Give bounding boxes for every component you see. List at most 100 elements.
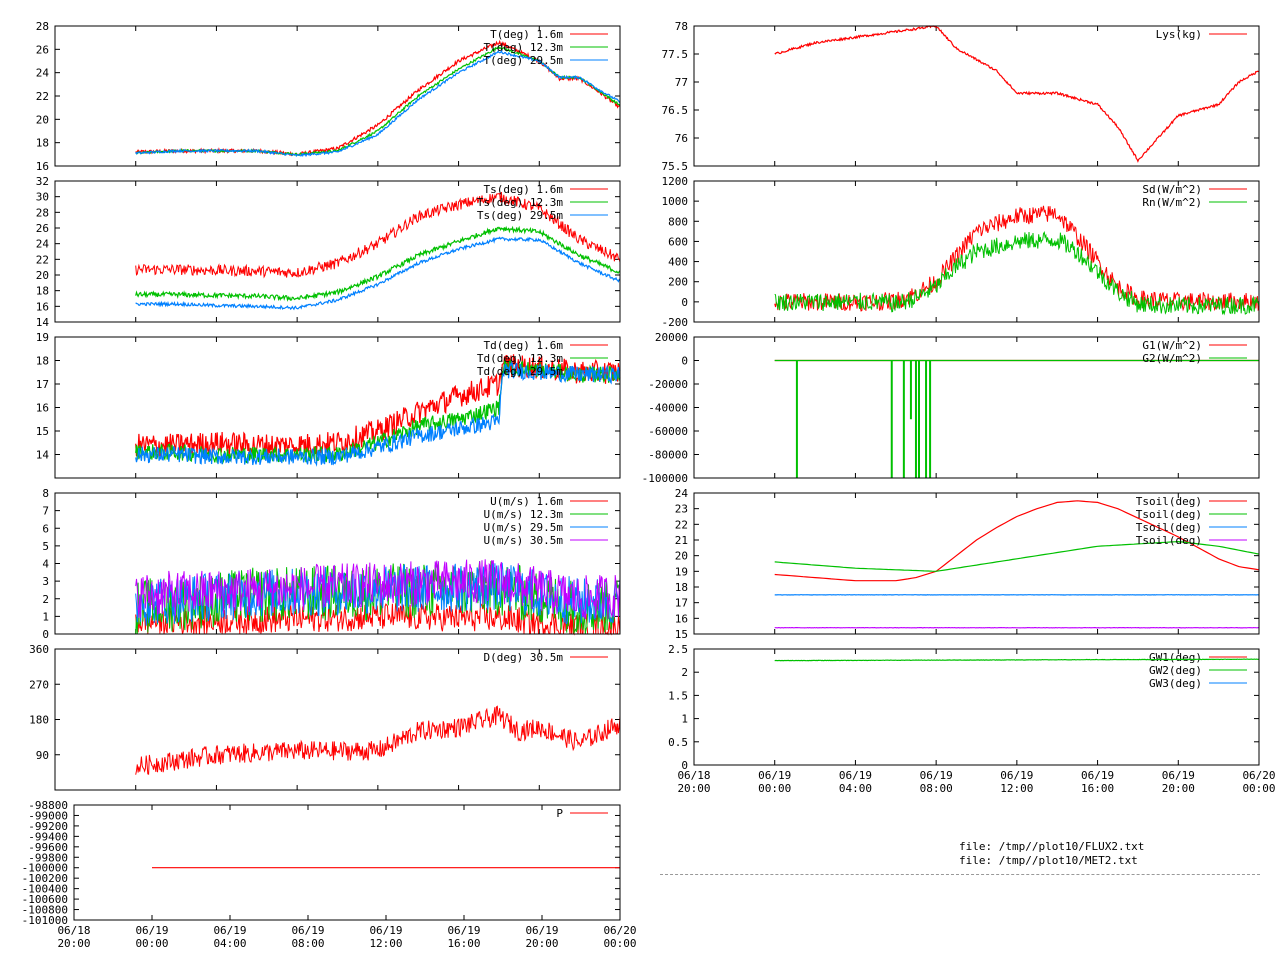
ytick-label: -80000 <box>648 449 688 462</box>
ytick-label: 270 <box>29 678 49 691</box>
xtick-label-time: 20:00 <box>525 937 558 950</box>
file-line-met: file: /tmp//plot10/MET2.txt <box>959 854 1138 867</box>
panel-soil-temperature: 15161718192021222324Tsoil(deg)Tsoil(deg)… <box>675 487 1260 641</box>
ytick-label: 20 <box>36 113 49 126</box>
ytick-label: 400 <box>668 256 688 269</box>
legend-label: T(deg) 29.5m <box>484 54 564 67</box>
ytick-label: -40000 <box>648 402 688 415</box>
xtick-label-time: 04:00 <box>839 782 872 795</box>
plot-frame <box>54 336 621 479</box>
ytick-label: 22 <box>675 518 688 531</box>
panel-lysimeter: 75.5 76 76.5 77 77.5 78 Lys(kg) <box>662 20 1260 173</box>
xtick-label-date: 06/19 <box>291 924 324 937</box>
ytick-label: -100800 <box>22 904 68 917</box>
legend-label: Tsoil(deg) <box>1136 495 1202 508</box>
ytick-label: 8 <box>42 487 49 500</box>
plot-frame <box>693 648 1260 766</box>
ytick-label: 32 <box>36 175 49 188</box>
ytick-label: 0 <box>42 628 49 641</box>
series-line-red <box>774 500 1260 582</box>
ytick-label: 4 <box>42 558 49 571</box>
ytick-label: 15 <box>36 425 49 438</box>
ytick-label: 90 <box>36 749 49 762</box>
ytick-label: -100000 <box>22 862 68 875</box>
ytick-label: 20 <box>675 550 688 563</box>
ytick-label: 1200 <box>662 175 689 188</box>
series-line-blue <box>135 236 621 311</box>
ytick-label: 17 <box>675 597 688 610</box>
ytick-label: 28 <box>36 206 49 219</box>
legend-label: Ts(deg) 1.6m <box>484 183 564 196</box>
series-line-green <box>774 540 1260 572</box>
ytick-label: 24 <box>36 238 50 251</box>
file-line-flux: file: /tmp//plot10/FLUX2.txt <box>959 840 1145 853</box>
ytick-label: 22 <box>36 90 49 103</box>
legend-label: GW2(deg) <box>1149 664 1202 677</box>
ytick-label: 600 <box>668 235 688 248</box>
ytick-label: 26 <box>36 222 49 235</box>
ytick-label: 16 <box>36 402 49 415</box>
plot-frame <box>73 804 621 921</box>
xtick-label-time: 00:00 <box>1242 782 1275 795</box>
ytick-label: 2.5 <box>668 643 688 656</box>
ytick-label: 15 <box>675 628 688 641</box>
xtick-label-date: 06/19 <box>447 924 480 937</box>
series-line-green <box>774 231 1260 316</box>
ytick-label: 7 <box>42 505 49 518</box>
legend-label: Tsoil(deg) <box>1136 508 1202 521</box>
ytick-label: 76.5 <box>662 104 689 117</box>
xtick-label-date: 06/18 <box>57 924 90 937</box>
panel-wind-direction: 90 180 270 360 D(deg) 30.5m <box>29 643 621 791</box>
panel-groundwater: 00.511.522.506/1820:0006/1900:0006/1904:… <box>668 643 1275 795</box>
legend-label: U(m/s) 12.3m <box>484 508 564 521</box>
ytick-label: -100200 <box>22 872 68 885</box>
series-line-blue <box>135 360 621 467</box>
ytick-label: 17 <box>36 378 49 391</box>
separator-dashed <box>660 874 1260 875</box>
xtick-label-time: 20:00 <box>677 782 710 795</box>
series-line-green <box>774 658 1260 662</box>
ytick-label: 2 <box>42 593 49 606</box>
xtick-label-time: 20:00 <box>1162 782 1195 795</box>
plot-frame <box>54 492 621 635</box>
legend-label: D(deg) 30.5m <box>484 651 564 664</box>
ytick-label: 30 <box>36 191 49 204</box>
plot-frame <box>54 180 621 323</box>
ytick-label: 0 <box>681 759 688 772</box>
ytick-label: 23 <box>675 503 688 516</box>
ytick-label: -99200 <box>28 820 68 833</box>
legend-label: GW1(deg) <box>1149 651 1202 664</box>
ytick-label: -200 <box>662 316 689 329</box>
series-line-green <box>135 225 621 302</box>
series-line-red <box>774 25 1260 163</box>
ytick-label: 800 <box>668 215 688 228</box>
ytick-label: 14 <box>36 316 50 329</box>
ytick-label: 180 <box>29 714 49 727</box>
ytick-label: 28 <box>36 20 49 33</box>
ytick-label: 75.5 <box>662 160 689 173</box>
ytick-label: 19 <box>675 565 688 578</box>
ytick-label: 3 <box>42 575 49 588</box>
series-line-purple <box>135 559 621 620</box>
ytick-label: 21 <box>675 534 688 547</box>
ytick-label: -100600 <box>22 893 68 906</box>
ytick-label: 360 <box>29 643 49 656</box>
plot-frame <box>693 336 1260 479</box>
ytick-label: 1 <box>681 713 688 726</box>
ytick-label: -99400 <box>28 830 68 843</box>
ytick-label: 16 <box>36 160 49 173</box>
ytick-label: -20000 <box>648 378 688 391</box>
xtick-label-date: 06/20 <box>603 924 636 937</box>
ytick-label: 5 <box>42 540 49 553</box>
legend-label: T(deg) 12.3m <box>484 41 564 54</box>
legend-label: Ts(deg) 12.3m <box>477 196 563 209</box>
ytick-label: -101000 <box>22 914 68 927</box>
ytick-label: 76 <box>675 132 688 145</box>
xtick-label-time: 00:00 <box>758 782 791 795</box>
xtick-label-date: 06/20 <box>1242 769 1275 782</box>
ytick-label: -60000 <box>648 425 688 438</box>
xtick-label-date: 06/19 <box>135 924 168 937</box>
ytick-label: 1 <box>42 610 49 623</box>
